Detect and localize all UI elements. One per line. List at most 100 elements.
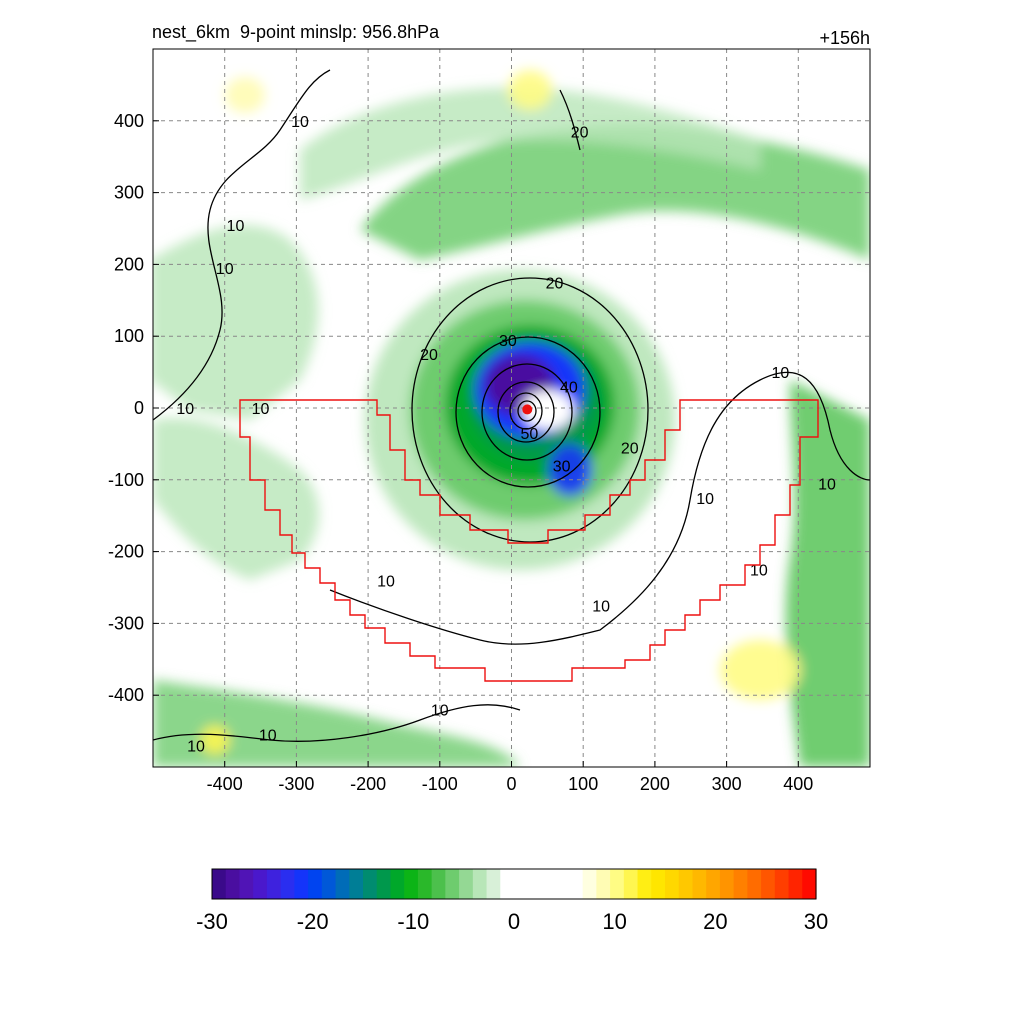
y-tick-label-3: 100: [114, 326, 144, 346]
colorbar-swatch-32: [651, 869, 666, 899]
x-tick-label-1: -300: [278, 774, 314, 794]
y-tick-label-8: -400: [108, 685, 144, 705]
colorbar-swatch-8: [321, 869, 337, 899]
shading-band-southwest: [153, 680, 520, 767]
contour-50: [497, 381, 555, 443]
contour-10-west: [153, 69, 331, 421]
colorbar-tick-label-0: -30: [196, 909, 228, 934]
colorbar-swatch-18: [459, 869, 474, 899]
contour-label-6: 20: [621, 440, 639, 457]
shading-yellow-southwest: [201, 726, 229, 754]
colorbar-swatch-11: [363, 869, 378, 899]
colorbar-tick-label-2: -10: [397, 909, 429, 934]
y-tick-label-0: 400: [114, 111, 144, 131]
colorbar-swatch-20: [486, 869, 501, 899]
contour-label-20: 10: [259, 728, 277, 745]
x-tick-label-7: 300: [712, 774, 742, 794]
colorbar-swatch-42: [788, 869, 803, 899]
contour-label-5: 30: [553, 458, 571, 475]
shading-yellow-east: [720, 640, 800, 700]
storm-center-marker: [522, 404, 533, 415]
vortex-south-blue: [548, 444, 592, 496]
contour-label-3: 40: [560, 379, 578, 396]
contour-20-north: [559, 89, 581, 151]
contour-30: [455, 336, 601, 488]
colorbar-swatch-12: [376, 869, 392, 899]
contour-labels: 20 30 20 40 50 30 20 10 20 10 10 10 10 10 10 10 10 10 10 10…: [176, 114, 836, 756]
contour-label-21: 10: [187, 738, 205, 755]
colorbar-swatch-33: [665, 869, 680, 899]
colorbar-tick-label-5: 20: [703, 909, 727, 934]
colorbar-swatch-9: [335, 869, 350, 899]
contour-inner-1: [509, 392, 543, 430]
colorbar-swatch-6: [294, 869, 309, 899]
shading-band-outer: [153, 225, 319, 420]
colorbar-swatch-37: [719, 869, 735, 899]
y-axis-ticks: 400 300 200 100 0 -100 -200 -300 -400: [108, 111, 159, 705]
colorbar-swatch-41: [774, 869, 790, 899]
x-tick-label-4: 0: [506, 774, 516, 794]
colorbar-swatch-21: [500, 869, 515, 899]
colorbar-swatch-36: [706, 869, 721, 899]
x-tick-label-2: -200: [350, 774, 386, 794]
chart-title: nest_6km 9-point minslp: 956.8hPa: [152, 22, 440, 42]
subdomain-boundary: [239, 399, 819, 682]
y-tick-label-4: 0: [134, 398, 144, 418]
contour-label-15: 10: [818, 476, 836, 493]
colorbar-swatch-15: [417, 869, 433, 899]
shaded-field: [153, 70, 870, 767]
colorbar-swatch-2: [239, 869, 254, 899]
contour-label-17: 10: [377, 573, 395, 590]
x-tick-label-8: 400: [783, 774, 813, 794]
colorbar-swatch-5: [280, 869, 295, 899]
shading-band-west: [153, 418, 319, 580]
colorbar-swatch-10: [349, 869, 364, 899]
contour-40: [481, 363, 573, 461]
y-tick-label-6: -200: [108, 542, 144, 562]
contour-label-18: 10: [592, 598, 610, 615]
colorbar-swatch-7: [308, 869, 323, 899]
vortex-eye-white: [522, 390, 574, 430]
shading-band-north: [300, 87, 760, 200]
colorbar-swatch-29: [610, 869, 625, 899]
colorbar-swatch-19: [472, 869, 488, 899]
contour-label-2: 20: [420, 347, 438, 364]
colorbar-swatch-40: [761, 869, 776, 899]
contour-label-0: 20: [546, 275, 564, 292]
contour-inner-2: [517, 400, 537, 422]
contour-label-12: 10: [252, 401, 270, 418]
colorbar-tick-label-4: 10: [602, 909, 626, 934]
forecast-hour-label: +156h: [819, 28, 870, 48]
y-tick-label-2: 200: [114, 254, 144, 274]
colorbar-swatch-26: [568, 869, 584, 899]
colorbar-swatch-27: [582, 869, 597, 899]
y-tick-label-5: -100: [108, 470, 144, 490]
contour-label-8: 20: [571, 125, 589, 142]
shading-yellow-northwest: [225, 77, 265, 113]
colorbar: [211, 868, 817, 900]
contour-label-14: 10: [696, 491, 714, 508]
x-tick-label-0: -400: [207, 774, 243, 794]
contour-label-13: 10: [771, 365, 789, 382]
colorbar-frame: [211, 868, 817, 900]
colorbar-swatch-35: [692, 869, 707, 899]
colorbar-swatch-14: [404, 869, 419, 899]
colorbar-swatch-24: [541, 869, 556, 899]
colorbar-swatch-39: [747, 869, 762, 899]
contour-label-1: 30: [499, 333, 517, 350]
colorbar-swatch-38: [733, 869, 748, 899]
x-tick-label-5: 100: [568, 774, 598, 794]
colorbar-tick-label-6: 30: [804, 909, 828, 934]
contour-label-7: 10: [291, 114, 309, 131]
colorbar-swatch-0: [212, 869, 227, 899]
colorbar-swatch-3: [253, 869, 268, 899]
contour-label-10: 10: [216, 261, 234, 278]
colorbar-swatch-30: [623, 869, 639, 899]
colorbar-swatch-13: [390, 869, 405, 899]
contour-label-11: 10: [176, 401, 194, 418]
x-axis-ticks: -400 -300 -200 -100 0 100 200 300 400: [207, 761, 813, 794]
x-tick-label-3: -100: [422, 774, 458, 794]
shading-yellow-north: [508, 70, 552, 110]
contour-label-19: 10: [431, 703, 449, 720]
